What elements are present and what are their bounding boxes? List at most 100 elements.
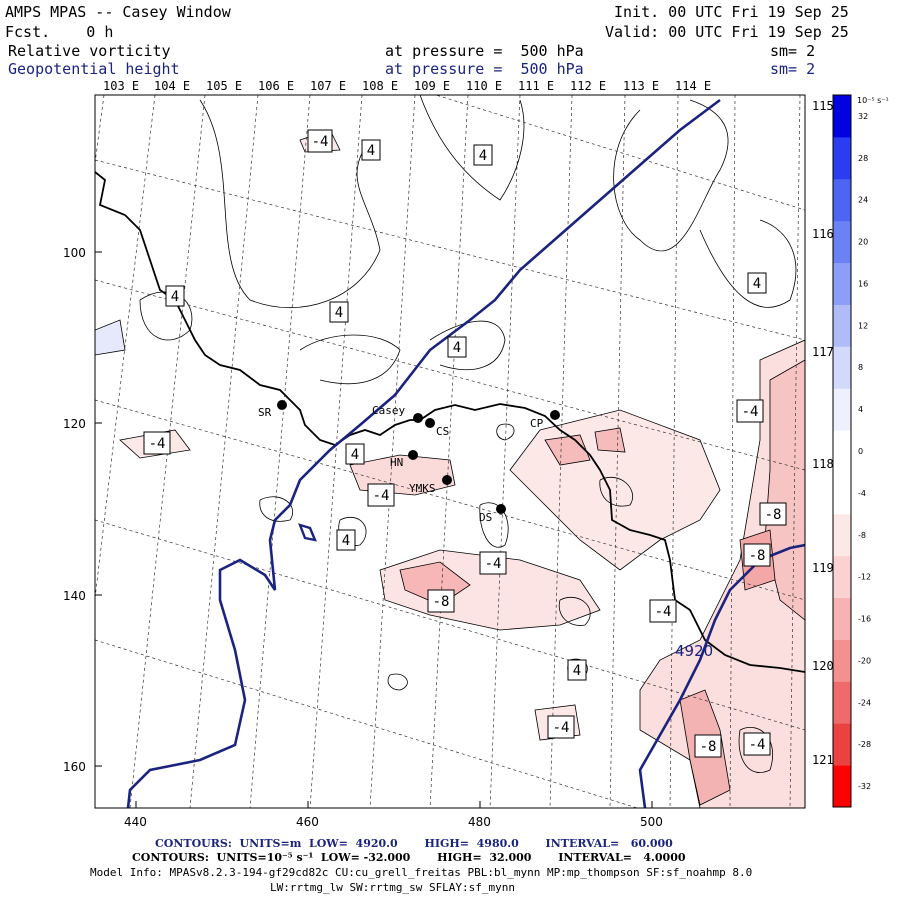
svg-text:-4: -4 <box>149 436 166 452</box>
colorbar-tick-label: -24 <box>858 698 871 707</box>
contour-label: -4 <box>307 129 333 153</box>
station-dot-ds <box>496 504 506 514</box>
svg-text:4: 4 <box>335 305 343 321</box>
svg-text:111 E: 111 E <box>518 79 554 93</box>
plot-title: AMPS MPAS -- Casey Window <box>5 3 231 21</box>
footer-model-info: Model Info: MPASv8.2.3-194-gf29cd82c CU:… <box>90 866 753 879</box>
field2-smoothing: sm= 2 <box>770 60 816 78</box>
station-dot-cp <box>550 410 560 420</box>
svg-text:103 E: 103 E <box>103 79 139 93</box>
plot-frame <box>94 94 806 809</box>
colorbar-swatch <box>833 513 851 557</box>
station-label-hn: HN <box>390 456 403 469</box>
svg-text:4: 4 <box>367 143 375 159</box>
contour-label: -8 <box>427 589 455 613</box>
contour-label: -4 <box>736 399 764 423</box>
contour-label: 4 <box>329 301 349 323</box>
svg-text:120: 120 <box>63 417 86 431</box>
svg-text:107 E: 107 E <box>310 79 346 93</box>
colorbar-tick-label: -32 <box>858 782 871 791</box>
contour-label: -4 <box>649 599 677 623</box>
contour-label: -4 <box>143 431 171 455</box>
svg-text:440: 440 <box>124 815 147 829</box>
colorbar-tick-label: -12 <box>858 573 871 582</box>
station-label-casey: Casey <box>372 404 405 417</box>
svg-text:109 E: 109 E <box>414 79 450 93</box>
svg-text:4: 4 <box>479 148 487 164</box>
axis-tick-marks <box>95 251 653 808</box>
field2-level: at pressure = 500 hPa <box>385 60 584 78</box>
svg-text:112 E: 112 E <box>570 79 606 93</box>
height-contour-west <box>126 98 721 808</box>
svg-text:4: 4 <box>753 276 761 292</box>
footer-vorticity-contours: CONTOURS: UNITS=10⁻⁵ s⁻¹ LOW= -32.000 HI… <box>132 851 686 864</box>
colorbar: 32 28 24 20 16 12 8 4 0 -4 -8 -12 -16 -20 -24 -28 -32 <box>832 94 871 808</box>
svg-text:160: 160 <box>63 760 86 774</box>
latlon-grid <box>95 95 805 808</box>
svg-text:-8: -8 <box>765 507 782 523</box>
svg-text:113 E: 113 E <box>623 79 659 93</box>
colorbar-swatch <box>833 136 851 180</box>
svg-text:-4: -4 <box>742 404 759 420</box>
init-time: Init. 00 UTC Fri 19 Sep 25 <box>614 3 849 21</box>
contour-label: 4 <box>447 336 467 358</box>
colorbar-frame <box>832 94 852 808</box>
colorbar-swatch <box>833 95 851 138</box>
colorbar-swatch <box>833 388 851 431</box>
station-dot-casey <box>413 413 423 423</box>
svg-text:-4: -4 <box>655 604 672 620</box>
svg-text:-4: -4 <box>553 720 570 736</box>
valid-time: Valid: 00 UTC Fri 19 Sep 25 <box>605 23 849 41</box>
field1-level: at pressure = 500 hPa <box>385 42 584 60</box>
contour-label-set: -4 4 4 4 4 4 4 -4 4 -4 4 -4 -8 -8 -4 -4 … <box>143 129 787 758</box>
svg-text:100: 100 <box>63 246 86 260</box>
svg-text:4: 4 <box>573 663 581 679</box>
station-label-ymks: YMKS <box>409 482 436 495</box>
svg-text:-4: -4 <box>485 556 502 572</box>
contour-label: -4 <box>743 732 771 756</box>
vorticity-shading <box>95 129 805 808</box>
colorbar-tick-label: 24 <box>858 196 868 205</box>
svg-text:108 E: 108 E <box>362 79 398 93</box>
colorbar-swatch <box>833 178 851 222</box>
forecast-hour: Fcst. 0 h <box>5 23 114 41</box>
station-markers <box>277 400 560 514</box>
svg-text:-4: -4 <box>373 488 390 504</box>
height-contour-loop <box>298 523 317 542</box>
colorbar-swatch <box>833 346 851 389</box>
contour-label: 4 <box>473 144 493 166</box>
colorbar-swatch <box>833 471 851 515</box>
colorbar-swatch <box>833 430 851 473</box>
svg-text:140: 140 <box>63 589 86 603</box>
footer-height-contours: CONTOURS: UNITS=m LOW= 4920.0 HIGH= 4980… <box>155 837 673 850</box>
colorbar-swatch <box>833 262 851 305</box>
height-contour-east <box>638 543 805 808</box>
station-dot-hn <box>408 450 418 460</box>
colorbar-tick-label: 0 <box>858 447 863 456</box>
colorbar-unit: 10⁻⁵ s⁻¹ <box>857 96 889 105</box>
station-label-cp: CP <box>530 417 544 430</box>
colorbar-swatch <box>833 765 851 808</box>
svg-text:-8: -8 <box>700 739 717 755</box>
contour-label: 4 <box>336 529 356 551</box>
svg-text:-8: -8 <box>749 548 766 564</box>
svg-text:4: 4 <box>171 289 179 305</box>
height-contour-label: 4920 <box>675 642 713 660</box>
colorbar-swatch <box>833 723 851 766</box>
contour-label: -8 <box>743 543 771 567</box>
colorbar-tick-label: 12 <box>858 321 868 330</box>
colorbar-swatch <box>833 639 851 682</box>
svg-text:104 E: 104 E <box>154 79 190 93</box>
colorbar-swatch <box>833 304 851 347</box>
colorbar-tick-label: -20 <box>858 656 871 665</box>
colorbar-tick-label: 32 <box>858 112 868 121</box>
contour-label: 4 <box>567 659 587 681</box>
colorbar-tick-label: -8 <box>858 531 866 540</box>
svg-text:-4: -4 <box>749 737 766 753</box>
contour-label: 4 <box>361 139 381 161</box>
svg-text:480: 480 <box>468 815 491 829</box>
svg-text:-4: -4 <box>312 134 329 150</box>
station-dot-sr <box>277 400 287 410</box>
axis-tick-labels: 440 460 480 500 100 120 140 160 <box>63 246 663 829</box>
